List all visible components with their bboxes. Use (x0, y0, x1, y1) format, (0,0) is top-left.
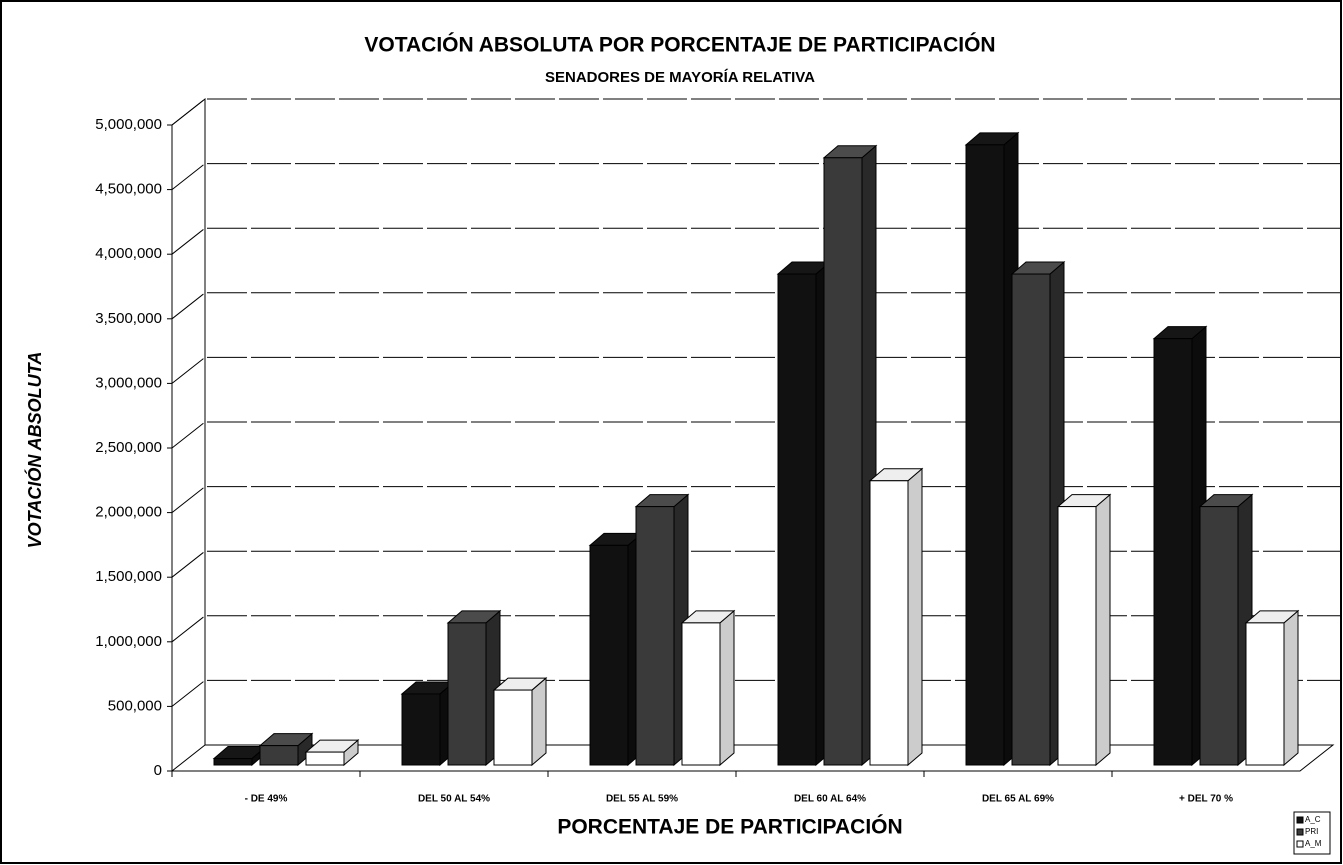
bar-front (305, 751, 345, 766)
bar-front (447, 622, 487, 766)
bar-front (823, 157, 863, 766)
bar (212, 745, 268, 767)
bar (1198, 493, 1254, 767)
y-tick-label: 0 (154, 762, 162, 779)
y-tick-label: 500,000 (108, 697, 162, 714)
grid-line (171, 421, 1341, 449)
bar-front (1057, 506, 1097, 766)
bar-front (869, 480, 909, 766)
y-tick-label: 1,000,000 (95, 633, 162, 650)
bar (1152, 325, 1208, 767)
bar (964, 131, 1020, 767)
y-tick-label: 3,000,000 (95, 374, 162, 391)
bar-front (1199, 506, 1239, 766)
bar (400, 680, 456, 767)
bar (822, 144, 878, 767)
y-tick-label: 5,000,000 (95, 116, 162, 133)
legend-label: A_M (1305, 839, 1322, 848)
grid-line (171, 615, 1341, 643)
bar-front (965, 144, 1005, 766)
bar (304, 738, 360, 767)
x-tick-label: DEL 55 AL 59% (606, 794, 678, 805)
grid-line (171, 163, 1341, 190)
bar (776, 260, 832, 767)
bar-front (259, 745, 299, 766)
x-tick-label: DEL 65 AL 69% (982, 794, 1054, 805)
bar-front (1153, 338, 1193, 766)
legend-swatch (1296, 816, 1304, 824)
bar-front (777, 273, 817, 766)
y-tick-label: 2,000,000 (95, 504, 162, 521)
bar-front (681, 622, 721, 766)
bar (868, 467, 924, 767)
bar (1056, 493, 1112, 767)
grid-line (171, 98, 1341, 126)
x-tick-label: + DEL 70 % (1179, 794, 1233, 805)
bar-front (401, 693, 441, 766)
bar-front (1245, 622, 1285, 766)
back-wall (171, 97, 206, 745)
bar-front (213, 758, 253, 766)
bar (258, 732, 314, 767)
bar-side (907, 467, 923, 767)
bar-front (589, 544, 629, 766)
legend-swatch (1296, 828, 1304, 836)
grid-line (171, 292, 1341, 320)
bar (588, 532, 644, 767)
bar-side (1095, 493, 1111, 767)
y-tick-label: 2,500,000 (95, 439, 162, 456)
y-tick-label: 4,500,000 (95, 181, 162, 198)
x-tick-label: DEL 60 AL 64% (794, 794, 866, 805)
bar-side (1283, 609, 1299, 767)
legend-swatch (1296, 840, 1304, 848)
x-tick-label: DEL 50 AL 54% (418, 794, 490, 805)
bar (492, 676, 548, 767)
grid-line (171, 227, 1341, 255)
bar (1244, 609, 1300, 767)
bar-front (1011, 273, 1051, 766)
x-axis-label: PORCENTAJE DE PARTICIPACIÓN (557, 815, 902, 839)
grid-line (171, 679, 1341, 707)
bar-side (719, 609, 735, 767)
bar (1010, 260, 1066, 767)
grid-line (171, 486, 1341, 513)
y-tick-label: 1,500,000 (95, 568, 162, 585)
bar (634, 493, 690, 767)
x-tick-label: - DE 49% (245, 794, 288, 805)
bar-front (493, 689, 533, 766)
bar-front (635, 506, 675, 766)
legend-label: A_C (1305, 815, 1321, 824)
bar (680, 609, 736, 767)
grid-line (171, 356, 1341, 384)
bar (446, 609, 502, 767)
y-tick-label: 4,000,000 (95, 245, 162, 262)
chart-title: VOTACIÓN ABSOLUTA POR PORCENTAJE DE PART… (364, 33, 995, 57)
grid-line (171, 550, 1341, 578)
y-tick-label: 3,500,000 (95, 310, 162, 327)
y-axis-label: VOTACIÓN ABSOLUTA (24, 352, 45, 549)
chart-subtitle: SENADORES DE MAYORÍA RELATIVA (545, 69, 815, 86)
bar-side (531, 676, 547, 767)
legend-label: PRI (1305, 827, 1318, 836)
